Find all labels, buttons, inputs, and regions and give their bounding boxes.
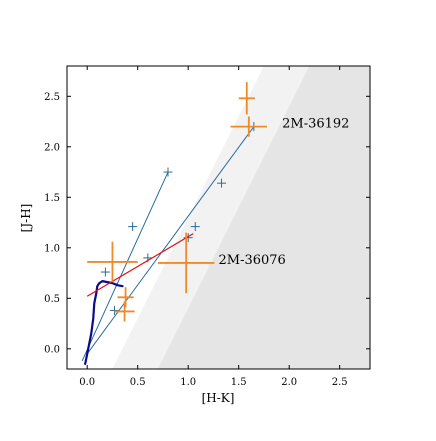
x-axis-label: [H-K] xyxy=(202,391,235,405)
data-point-5 xyxy=(230,116,267,137)
ctts-locus-line xyxy=(86,233,194,297)
y-tick-label-1: 0.5 xyxy=(44,294,60,305)
data-point-1 xyxy=(157,232,215,294)
y-axis-label: [J-H] xyxy=(19,204,33,233)
x-tick-label-5: 2.5 xyxy=(332,377,348,388)
y-tick-label-4: 2.0 xyxy=(44,142,60,153)
y-tick-label-5: 2.5 xyxy=(44,92,60,103)
y-tick-label-3: 1.5 xyxy=(44,193,60,204)
shaded-region-1 xyxy=(157,66,370,369)
shaded-region-0 xyxy=(112,66,310,369)
data-point-4 xyxy=(238,82,255,115)
main-sequence-locus xyxy=(84,280,124,366)
x-tick-label-1: 0.5 xyxy=(130,377,146,388)
y-tick-label-0: 0.0 xyxy=(44,344,60,355)
annotation-2M-36076: 2M-36076 xyxy=(219,253,286,268)
reddening-line-1 xyxy=(86,126,255,355)
y-tick-label-2: 1.0 xyxy=(44,243,60,254)
x-tick-label-4: 2.0 xyxy=(281,377,297,388)
reddening-line-0 xyxy=(81,171,169,362)
plot-frame xyxy=(66,65,371,370)
data-point-3 xyxy=(114,301,135,322)
x-tick-label-2: 1.0 xyxy=(180,377,196,388)
data-point-2 xyxy=(117,287,134,308)
x-tick-label-0: 0.0 xyxy=(79,377,95,388)
data-point-0 xyxy=(87,241,138,283)
x-tick-label-3: 1.5 xyxy=(231,377,247,388)
annotation-2M-36192: 2M-36192 xyxy=(282,117,349,132)
